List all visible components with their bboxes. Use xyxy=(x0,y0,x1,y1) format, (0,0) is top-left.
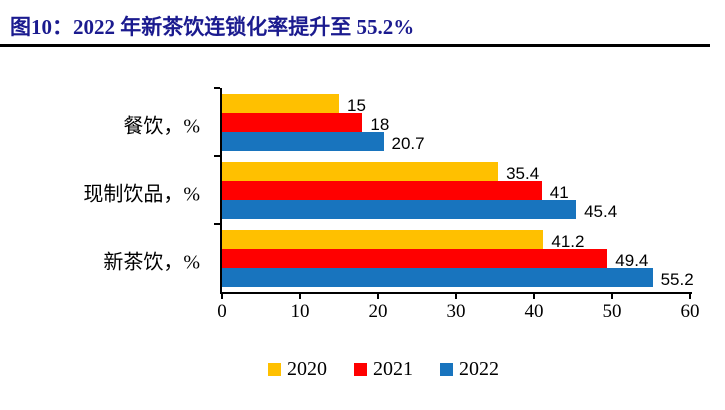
bar-2020 xyxy=(222,162,499,181)
figure-title: 图10：2022 年新茶饮连锁化率提升至 55.2% xyxy=(10,15,415,39)
x-axis-tick xyxy=(611,294,613,299)
legend-item-2021: 2021 xyxy=(354,358,413,381)
legend-item-2020: 2020 xyxy=(268,358,327,381)
x-axis-tick xyxy=(455,294,457,299)
bar-value-label: 45.4 xyxy=(584,201,618,221)
bar-2021 xyxy=(222,249,608,268)
legend-label: 2022 xyxy=(459,358,499,380)
bar-value-label: 20.7 xyxy=(391,133,425,153)
x-axis-tick xyxy=(299,294,301,299)
bar-value-label: 49.4 xyxy=(615,250,649,270)
chart-legend: 2020 2021 2022 xyxy=(268,358,499,381)
bar-value-label: 18 xyxy=(370,114,390,134)
bar-value-label: 41.2 xyxy=(551,231,585,251)
x-axis-line xyxy=(220,292,692,294)
bar-value-label: 15 xyxy=(347,95,366,115)
category-label: 现制饮品，% xyxy=(83,183,200,206)
x-axis-tick-label: 60 xyxy=(680,301,700,322)
legend-label: 2021 xyxy=(373,358,413,380)
y-axis-tick xyxy=(214,155,220,157)
legend-swatch xyxy=(268,363,281,376)
bar-2020 xyxy=(222,94,339,113)
x-axis-tick xyxy=(377,294,379,299)
x-axis-tick xyxy=(221,294,223,299)
x-axis-tick-label: 40 xyxy=(524,301,544,322)
y-axis-tick xyxy=(214,87,220,89)
legend-swatch xyxy=(354,363,367,376)
x-axis-tick xyxy=(689,294,691,299)
x-axis-tick-labels: 0 10 20 30 40 50 60 xyxy=(217,301,699,325)
bar-value-label: 35.4 xyxy=(506,163,540,183)
bar-2022 xyxy=(222,268,653,287)
bar-2021 xyxy=(222,113,363,132)
legend-item-2022: 2022 xyxy=(440,358,499,381)
x-axis-tick-label: 30 xyxy=(446,301,466,322)
category-label: 新茶饮，% xyxy=(103,251,200,274)
bar-2022 xyxy=(222,200,577,219)
bar-value-label: 55.2 xyxy=(660,269,694,289)
y-axis-line xyxy=(220,88,222,294)
plot-area: 15 18 20.7 35.4 41 45.4 41.2 49.4 55.2 xyxy=(222,88,694,292)
y-axis-category-labels: 餐饮，% 现制饮品，% 新茶饮，% xyxy=(0,88,200,292)
bar-2020 xyxy=(222,230,544,249)
bar-2022 xyxy=(222,132,384,151)
x-axis-tick-label: 50 xyxy=(602,301,622,322)
category-label: 餐饮，% xyxy=(123,115,200,138)
y-axis-tick xyxy=(214,223,220,225)
bar-value-label: 41 xyxy=(549,182,569,202)
x-axis-tick xyxy=(533,294,535,299)
x-axis-tick-label: 20 xyxy=(368,301,388,322)
title-divider xyxy=(0,44,710,47)
x-axis-tick-label: 0 xyxy=(217,301,227,322)
x-axis-tick-label: 10 xyxy=(290,301,310,322)
legend-swatch xyxy=(440,363,453,376)
bar-2021 xyxy=(222,181,542,200)
legend-label: 2020 xyxy=(287,358,327,380)
